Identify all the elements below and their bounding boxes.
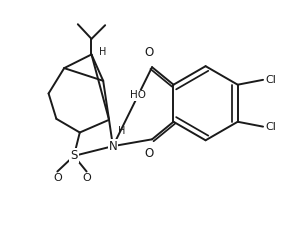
Text: N: N <box>109 140 117 153</box>
Text: Cl: Cl <box>265 75 276 85</box>
Text: O: O <box>145 147 154 160</box>
Text: Cl: Cl <box>265 122 276 132</box>
Text: HO: HO <box>130 90 146 100</box>
Text: O: O <box>82 173 91 183</box>
Text: S: S <box>70 149 78 162</box>
Text: O: O <box>145 46 154 59</box>
Text: H: H <box>118 126 125 136</box>
Text: H: H <box>99 47 107 56</box>
Text: O: O <box>53 173 62 183</box>
